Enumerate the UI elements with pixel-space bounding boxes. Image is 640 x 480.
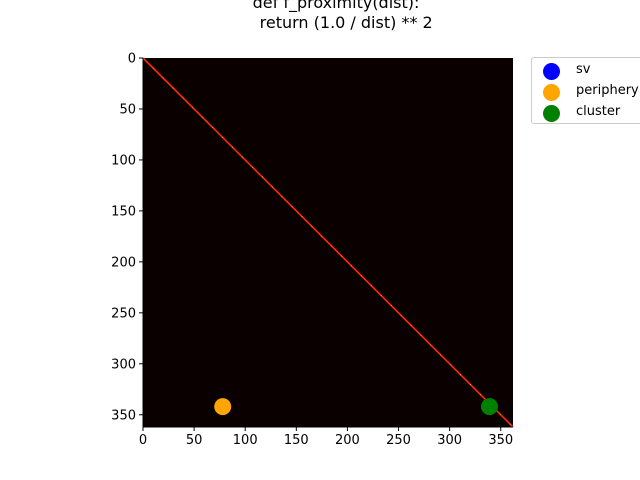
point-periphery [214, 398, 232, 416]
x-tick-label: 0 [139, 433, 147, 448]
x-tick-label: 100 [233, 433, 258, 448]
heatmap-diagonal [142, 57, 514, 428]
legend-item-sv: sv [532, 61, 640, 81]
x-tick-label: 300 [437, 433, 462, 448]
legend-label-periphery: periphery [576, 83, 639, 98]
legend-item-periphery: periphery [532, 82, 640, 102]
legend-marker-sv [543, 63, 560, 80]
y-tick-label: 250 [111, 306, 136, 321]
legend-marker-cluster [543, 105, 560, 122]
x-tick-label: 50 [186, 433, 203, 448]
y-tick-label: 350 [111, 408, 136, 423]
y-tick-label: 50 [119, 102, 136, 117]
legend-marker-periphery [543, 84, 560, 101]
legend: sv periphery cluster [531, 57, 640, 124]
y-tick-label: 300 [111, 357, 136, 372]
legend-item-cluster: cluster [532, 103, 640, 123]
y-tick-label: 0 [128, 52, 136, 67]
x-tick-label: 200 [335, 433, 360, 448]
y-tick-label: 150 [111, 204, 136, 219]
x-tick-label: 250 [386, 433, 411, 448]
legend-label-cluster: cluster [576, 104, 621, 119]
y-tick-label: 200 [111, 255, 136, 270]
chart-title: def f_proximity(dist): return (1.0 / dis… [252, 0, 433, 32]
x-tick-label: 350 [488, 433, 513, 448]
y-tick-label: 100 [111, 153, 136, 168]
x-tick-label: 150 [284, 433, 309, 448]
point-cluster [480, 398, 498, 416]
legend-label-sv: sv [576, 62, 591, 77]
